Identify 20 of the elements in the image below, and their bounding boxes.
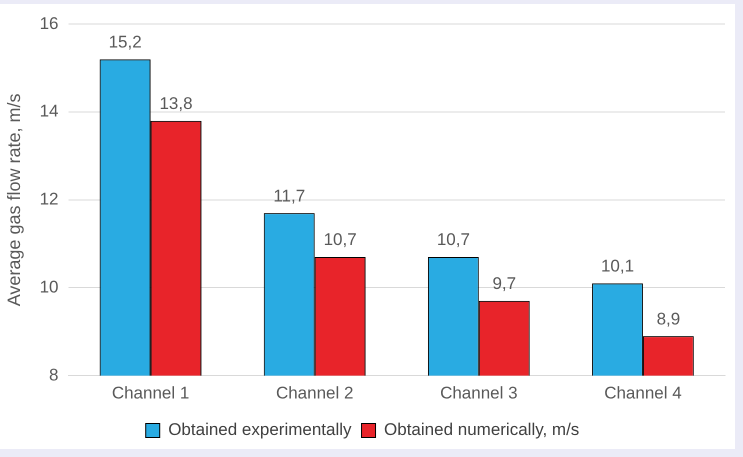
- y-axis-title: Average gas flow rate, m/s: [4, 94, 24, 306]
- x-tick-label: Channel 4: [604, 383, 682, 402]
- y-tick-label: 12: [40, 190, 59, 209]
- y-tick-label: 14: [40, 102, 59, 121]
- data-label: 11,7: [273, 186, 306, 206]
- y-tick-label: 10: [40, 277, 59, 296]
- x-tick-label: Channel 1: [112, 383, 190, 402]
- x-tick-label: Channel 3: [440, 383, 518, 402]
- data-label: 10,7: [324, 230, 357, 250]
- legend-label: Obtained experimentally: [168, 420, 352, 440]
- y-tick-label: 8: [49, 365, 59, 384]
- y-tick-label: 16: [40, 14, 59, 33]
- data-label: 8,9: [656, 309, 680, 328]
- x-tick-label: Channel 2: [276, 383, 354, 402]
- data-label: 10,1: [600, 256, 634, 276]
- data-label: 10,7: [436, 230, 470, 250]
- data-label: 9,7: [492, 274, 516, 294]
- data-label: 13,8: [159, 94, 193, 114]
- legend-label: Obtained numerically, m/s: [384, 420, 580, 440]
- data-label: 15,2: [108, 32, 142, 52]
